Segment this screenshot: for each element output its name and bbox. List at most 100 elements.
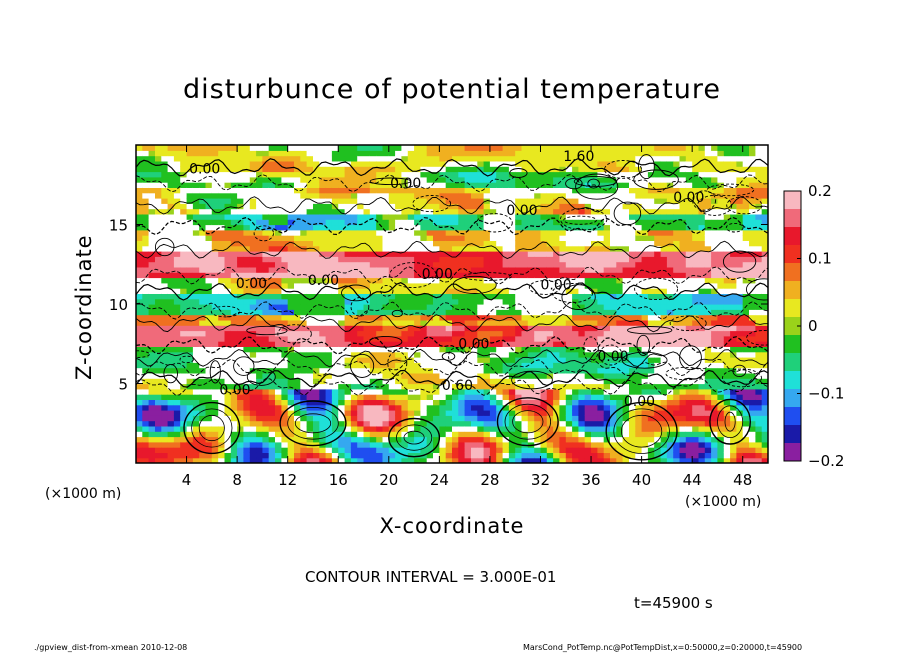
heatmap-cell — [477, 319, 485, 326]
heatmap-cell — [546, 229, 554, 236]
heatmap-cell — [527, 441, 535, 448]
heatmap-cell — [401, 219, 409, 226]
heatmap-cell — [597, 388, 605, 395]
heatmap-cell — [180, 245, 188, 252]
heatmap-cell — [325, 457, 333, 463]
heatmap-cell — [369, 404, 377, 411]
heatmap-cell — [553, 330, 560, 337]
heatmap-cell — [445, 145, 453, 151]
heatmap-cell — [578, 341, 586, 347]
heatmap-cell — [534, 394, 542, 400]
heatmap-cell — [142, 198, 150, 204]
heatmap-cell — [527, 410, 535, 416]
heatmap-cell — [313, 441, 320, 448]
heatmap-cell — [433, 367, 440, 374]
heatmap-cell — [527, 420, 535, 427]
heatmap-cell — [155, 351, 162, 358]
heatmap-cell — [610, 378, 617, 385]
heatmap-cell — [464, 394, 472, 400]
heatmap-cell — [471, 367, 478, 374]
heatmap-cell — [654, 240, 662, 247]
heatmap-cell — [180, 431, 188, 438]
heatmap-cell — [287, 288, 295, 294]
heatmap-cell — [439, 457, 447, 463]
heatmap-cell — [376, 229, 384, 236]
heatmap-cell — [578, 176, 586, 183]
heatmap-cell — [313, 388, 320, 395]
heatmap-cell — [471, 304, 478, 310]
heatmap-cell — [294, 229, 301, 236]
heatmap-cell — [167, 362, 175, 369]
heatmap-cell — [610, 251, 617, 257]
heatmap-cell — [281, 277, 289, 284]
heatmap-cell — [521, 266, 529, 273]
heatmap-cell — [647, 213, 655, 220]
heatmap-cell — [420, 192, 428, 199]
heatmap-cell — [641, 298, 649, 305]
heatmap-cell — [256, 415, 263, 422]
heatmap-cell — [635, 383, 643, 390]
heatmap-cell — [622, 261, 630, 268]
heatmap-cell — [496, 182, 504, 188]
heatmap-cell — [546, 383, 554, 390]
heatmap-cell — [300, 351, 308, 358]
heatmap-cell — [527, 309, 535, 316]
heatmap-cell — [420, 457, 428, 463]
heatmap-cell — [452, 155, 459, 162]
heatmap-cell — [136, 415, 143, 422]
heatmap-cell — [313, 357, 320, 363]
heatmap-cell — [167, 282, 175, 289]
heatmap-cell — [287, 330, 295, 337]
heatmap-cell — [180, 192, 188, 199]
heatmap-cell — [641, 362, 649, 369]
heatmap-cell — [338, 171, 346, 178]
heatmap-cell — [654, 198, 662, 204]
heatmap-cell — [401, 335, 409, 342]
heatmap-cell — [603, 314, 611, 321]
heatmap-cell — [565, 150, 573, 157]
heatmap-cell — [363, 245, 371, 252]
heatmap-cell — [578, 272, 586, 279]
heatmap-cell — [294, 235, 301, 241]
heatmap-cell — [502, 362, 510, 369]
heatmap-cell — [647, 198, 655, 204]
heatmap-cell — [433, 256, 440, 263]
heatmap-cell — [180, 410, 188, 416]
heatmap-cell — [306, 256, 314, 263]
heatmap-cell — [224, 425, 232, 432]
heatmap-cell — [502, 441, 510, 448]
heatmap-cell — [300, 410, 308, 416]
heatmap-cell — [167, 171, 175, 178]
heatmap-cell — [572, 457, 579, 463]
heatmap-cell — [281, 187, 289, 194]
heatmap-cell — [142, 304, 150, 310]
heatmap-cell — [591, 378, 598, 385]
heatmap-cell — [205, 441, 213, 448]
heatmap-cell — [458, 441, 466, 448]
heatmap-cell — [186, 277, 194, 284]
heatmap-cell — [313, 383, 320, 390]
heatmap-cell — [338, 277, 346, 284]
heatmap-cell — [622, 319, 630, 326]
heatmap-cell — [471, 415, 478, 422]
heatmap-cell — [237, 410, 244, 416]
heatmap-cell — [142, 182, 150, 188]
heatmap-cell — [275, 145, 282, 151]
heatmap-cell — [660, 447, 668, 453]
heatmap-cell — [635, 452, 643, 459]
heatmap-cell — [464, 187, 472, 194]
heatmap-cell — [369, 150, 377, 157]
heatmap-cell — [268, 404, 276, 411]
heatmap-cell — [205, 346, 213, 353]
heatmap-cell — [180, 256, 188, 263]
heatmap-cell — [597, 198, 605, 204]
heatmap-cell — [331, 245, 339, 252]
heatmap-cell — [173, 425, 181, 432]
heatmap-cell — [237, 272, 244, 279]
heatmap-cell — [508, 351, 516, 358]
heatmap-cell — [136, 309, 143, 316]
heatmap-cell — [420, 388, 428, 395]
heatmap-cell — [622, 372, 630, 379]
heatmap-cell — [584, 192, 592, 199]
heatmap-cell — [471, 282, 478, 289]
